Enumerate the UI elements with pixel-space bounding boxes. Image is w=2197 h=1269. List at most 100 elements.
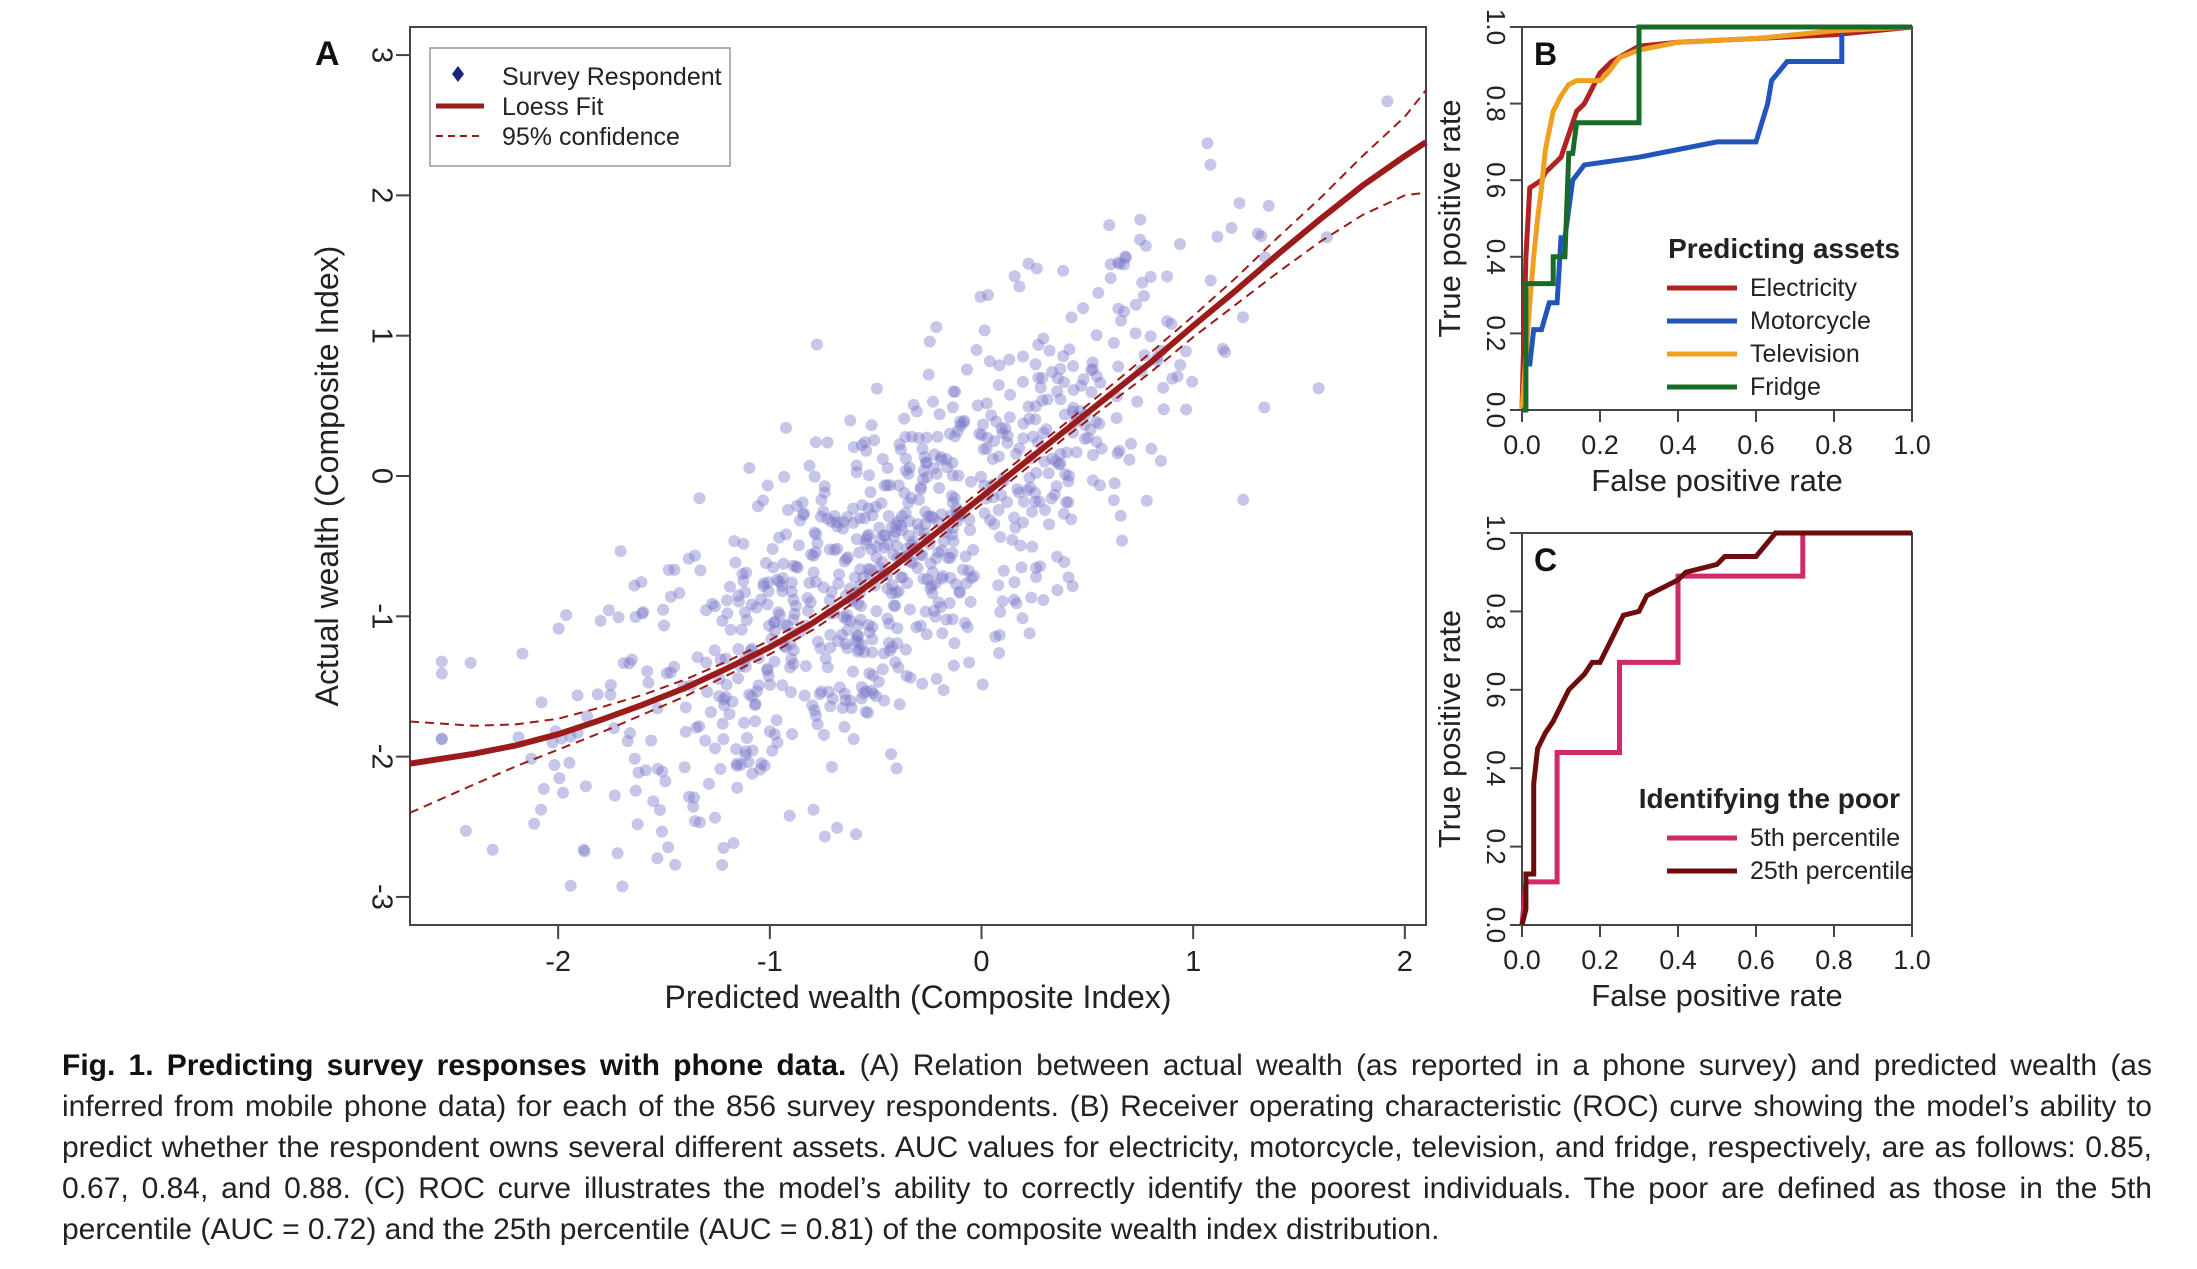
survey-respondent-point [1225,221,1238,234]
survey-respondent-point [943,427,956,440]
survey-respondent-point [664,666,677,679]
survey-respondent-point [853,643,866,656]
survey-respondent-point [1043,344,1056,357]
survey-respondent-point [768,624,781,637]
panel-a-letter: A [315,35,340,73]
survey-respondent-point [953,585,966,598]
survey-respondent-point [952,469,965,482]
survey-respondent-point [870,540,883,553]
survey-respondent-point [960,363,973,376]
survey-respondent-point [1041,393,1054,406]
survey-respondent-point [894,443,907,456]
survey-respondent-point [435,733,448,746]
survey-respondent-point [703,777,715,790]
survey-respondent-point [858,646,871,659]
survey-respondent-point [1030,561,1043,574]
survey-respondent-point [653,804,666,816]
survey-respondent-point [724,623,737,636]
y-axis-label: Actual wealth (Composite Index) [309,246,345,707]
survey-respondent-point [879,529,892,542]
survey-respondent-point [940,613,953,626]
survey-respondent-point [840,613,853,626]
survey-respondent-point [946,613,959,626]
survey-respondent-point [720,678,733,691]
survey-respondent-point [787,658,800,670]
survey-respondent-point [776,679,789,692]
survey-respondent-point [866,646,879,659]
survey-respondent-point [797,508,810,521]
survey-respondent-point [777,557,790,570]
survey-respondent-point [855,439,868,452]
survey-respondent-point [847,502,860,515]
survey-respondent-point [911,562,924,574]
survey-respondent-point [890,762,903,775]
survey-respondent-point [1042,467,1055,480]
survey-respondent-point [1031,436,1044,449]
survey-respondent-point [873,561,886,574]
survey-respondent-point [862,619,875,631]
survey-respondent-point [581,710,593,723]
survey-respondent-point [1157,403,1170,416]
survey-respondent-point [578,845,591,858]
survey-respondent-point [730,743,743,756]
survey-respondent-point [1113,444,1126,457]
survey-respondent-point [1161,315,1174,328]
survey-respondent-point [831,821,844,834]
survey-respondent-point [918,451,931,464]
survey-respondent-point [604,679,617,691]
survey-respondent-point [1067,360,1080,373]
survey-respondent-point [629,611,642,623]
survey-respondent-point [1065,513,1078,526]
survey-respondent-point [818,830,831,843]
survey-respondent-point [743,688,756,701]
survey-respondent-point [1112,256,1125,269]
survey-respondent-point [706,597,719,610]
survey-respondent-point [878,647,890,660]
panel-c-letter: C [1534,542,1557,578]
survey-respondent-point [1046,365,1059,378]
survey-respondent-point [890,518,903,531]
survey-respondent-point [876,453,889,465]
survey-respondent-point [629,784,642,797]
survey-respondent-point [1017,417,1030,430]
survey-respondent-point [862,706,874,719]
survey-respondent-point [1174,238,1186,251]
survey-respondent-point [810,709,822,722]
survey-respondent-point [1237,311,1249,324]
survey-respondent-point [899,507,912,520]
survey-respondent-point [1067,401,1080,414]
survey-respondent-point [773,575,786,588]
survey-respondent-point [818,480,831,493]
survey-respondent-point [855,681,868,693]
survey-respondent-point [1077,302,1090,315]
survey-respondent-point [537,782,550,795]
survey-respondent-point [929,610,942,623]
survey-respondent-point [740,614,753,626]
survey-respondent-point [1204,274,1217,287]
survey-respondent-point [785,585,798,598]
survey-respondent-point [1103,219,1116,232]
survey-respondent-point [764,678,777,691]
survey-respondent-point [808,704,821,717]
survey-respondent-point [1016,516,1029,529]
survey-respondent-point [766,543,779,555]
survey-respondent-point [859,537,872,550]
survey-respondent-point [1040,423,1053,436]
survey-respondent-point [983,355,996,368]
survey-respondent-point [1060,496,1073,509]
survey-respondent-point [763,619,776,632]
survey-respondent-point [947,535,960,548]
survey-respondent-point [1144,330,1157,343]
survey-respondent-point [716,614,729,627]
survey-respondent-point [957,416,970,429]
survey-respondent-point [881,612,894,625]
survey-respondent-point [1026,540,1039,553]
survey-respondent-point [689,815,701,828]
survey-respondent-point [823,543,836,556]
survey-respondent-point [486,843,499,856]
survey-respondent-point [807,549,820,562]
survey-respondent-point [459,824,472,837]
survey-respondent-point [1090,435,1103,448]
survey-respondent-point [922,510,935,523]
survey-respondent-point [1139,239,1152,252]
